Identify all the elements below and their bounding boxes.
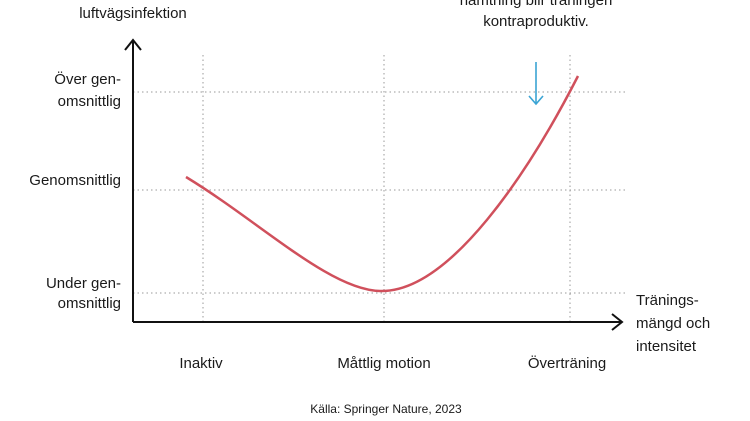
j-curve [185, 75, 580, 293]
x-label: Inaktiv [179, 355, 223, 372]
annotation-arrow [528, 62, 544, 106]
x-axis-title: mängd och [636, 315, 710, 332]
x-axis-title: Tränings- [636, 292, 699, 309]
y-label: omsnittlig [58, 93, 121, 110]
source: Källa: Springer Nature, 2023 [310, 402, 462, 416]
x-label: Måttlig motion [337, 355, 430, 372]
y-label: omsnittlig [58, 295, 121, 312]
y-label: Över gen- [54, 70, 121, 88]
axes [124, 38, 624, 331]
grid [133, 55, 627, 322]
annotation: hämtning blir träningen [460, 0, 613, 9]
x-axis-title: intensitet [636, 338, 697, 355]
y-axis-title: luftvägsinfektion [79, 5, 187, 22]
y-label: Genomsnittlig [29, 172, 121, 189]
annotation: kontraproduktiv. [483, 13, 589, 30]
x-label: Överträning [528, 354, 606, 372]
y-label: Under gen- [46, 275, 121, 292]
